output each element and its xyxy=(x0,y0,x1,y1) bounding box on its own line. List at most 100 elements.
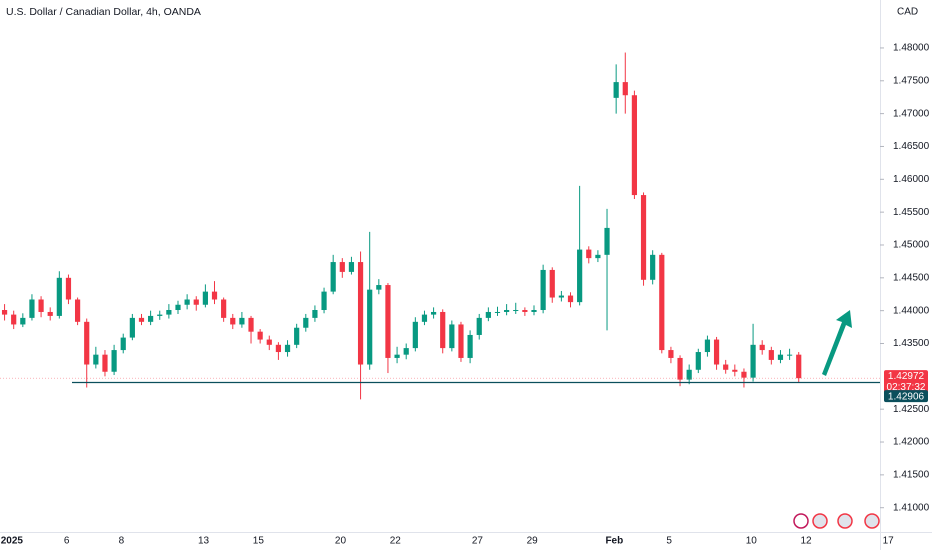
candle-body xyxy=(266,339,272,345)
x-tick-label: 12 xyxy=(800,536,812,547)
y-tick-label: 1.47500 xyxy=(893,75,930,86)
candle-body xyxy=(221,299,227,318)
candle-body xyxy=(120,337,126,351)
candle-body xyxy=(796,354,802,379)
candle-body xyxy=(741,371,747,378)
candle-body xyxy=(558,295,564,298)
candle-body xyxy=(84,321,90,365)
y-tick-label: 1.43500 xyxy=(893,338,930,349)
candle-body xyxy=(193,299,199,305)
candle-body xyxy=(20,317,26,325)
x-tick-label: 2025 xyxy=(1,536,24,547)
x-tick-label: 27 xyxy=(472,536,484,547)
candle-body xyxy=(348,262,355,272)
candle-body xyxy=(412,321,418,349)
candle-body xyxy=(586,249,592,259)
candle-body xyxy=(668,350,674,358)
forecast-arrow xyxy=(822,310,852,376)
countdown-label: 02:37:32 xyxy=(887,382,926,393)
y-tick-label: 1.47000 xyxy=(893,108,930,119)
candle-body xyxy=(1,310,8,315)
candle-body xyxy=(230,317,236,325)
y-tick-label: 1.42500 xyxy=(893,404,930,415)
candle-body xyxy=(56,277,62,316)
candle-body xyxy=(303,317,309,328)
y-tick-label: 1.45000 xyxy=(893,240,930,251)
candle-body xyxy=(65,277,72,300)
candle-body xyxy=(777,354,784,360)
x-tick-label: 17 xyxy=(883,536,895,547)
x-tick-label: 20 xyxy=(335,536,347,547)
candle-body xyxy=(640,195,647,280)
plot: 1.48000 1.47500 1.47000 1.46500 1.46000 1.455… xyxy=(0,43,930,547)
candle-body xyxy=(184,299,190,305)
candle-body xyxy=(449,324,455,349)
event-icon xyxy=(812,513,828,529)
candle-body xyxy=(677,357,683,380)
candle-body xyxy=(476,317,482,335)
x-tick-label: 13 xyxy=(198,536,210,547)
x-tick-label: Feb xyxy=(605,536,623,547)
event-icons xyxy=(793,513,880,529)
candle-body xyxy=(604,227,610,255)
candle-body xyxy=(759,344,765,351)
candle-body xyxy=(567,295,574,303)
candle-body xyxy=(284,344,291,353)
candle-body xyxy=(102,354,108,372)
last-price-label: 1.42972 xyxy=(888,371,925,382)
candle-body xyxy=(312,310,318,318)
candle-body xyxy=(367,289,373,365)
candle-body xyxy=(385,285,391,358)
candle-body xyxy=(595,254,601,259)
candle-body xyxy=(175,304,181,311)
event-icon xyxy=(864,513,880,529)
candle-body xyxy=(138,317,145,322)
candle-body xyxy=(522,310,528,312)
y-tick-label: 1.44500 xyxy=(893,272,930,283)
candle-body xyxy=(513,310,519,312)
x-tick-label: 5 xyxy=(666,536,672,547)
candle-body xyxy=(540,269,546,311)
candle-body xyxy=(659,254,665,351)
event-icon xyxy=(837,513,853,529)
candle-body xyxy=(613,82,619,98)
candle-body xyxy=(549,269,555,298)
candle-body xyxy=(458,324,464,358)
candle-body xyxy=(504,310,510,312)
candle-body xyxy=(29,299,35,318)
candle-body xyxy=(47,311,53,316)
candle-body xyxy=(357,262,364,365)
x-tick-label: 6 xyxy=(64,536,70,547)
candle-body xyxy=(695,352,701,370)
candle-body xyxy=(202,291,208,305)
x-tick-label: 22 xyxy=(390,536,402,547)
candle-body xyxy=(129,317,135,338)
candle-body xyxy=(403,348,409,355)
candle-body xyxy=(430,311,437,315)
y-tick-label: 1.48000 xyxy=(893,43,930,54)
candle-body xyxy=(622,82,628,96)
candle-body xyxy=(330,262,336,292)
candle-body xyxy=(166,310,172,315)
candle-body xyxy=(239,317,245,325)
x-tick-label: 29 xyxy=(527,536,539,547)
candle-body xyxy=(577,249,583,303)
candle-body xyxy=(148,315,154,322)
candle-body xyxy=(467,334,473,358)
candle-body xyxy=(111,350,117,372)
x-tick-label: 10 xyxy=(746,536,758,547)
candle-body xyxy=(494,311,501,313)
candle-body xyxy=(394,354,400,358)
y-tick-label: 1.42000 xyxy=(893,437,930,448)
candle-body xyxy=(631,95,638,196)
x-tick-label: 15 xyxy=(253,536,265,547)
candle-body xyxy=(421,314,428,322)
candle-body xyxy=(157,314,163,316)
candle-body xyxy=(11,314,17,325)
candle-body xyxy=(248,317,254,332)
candle-body xyxy=(723,364,729,370)
candle-body xyxy=(704,339,711,353)
candle-body xyxy=(376,285,382,290)
candle-body xyxy=(257,331,263,340)
y-tick-label: 1.46000 xyxy=(893,174,930,185)
